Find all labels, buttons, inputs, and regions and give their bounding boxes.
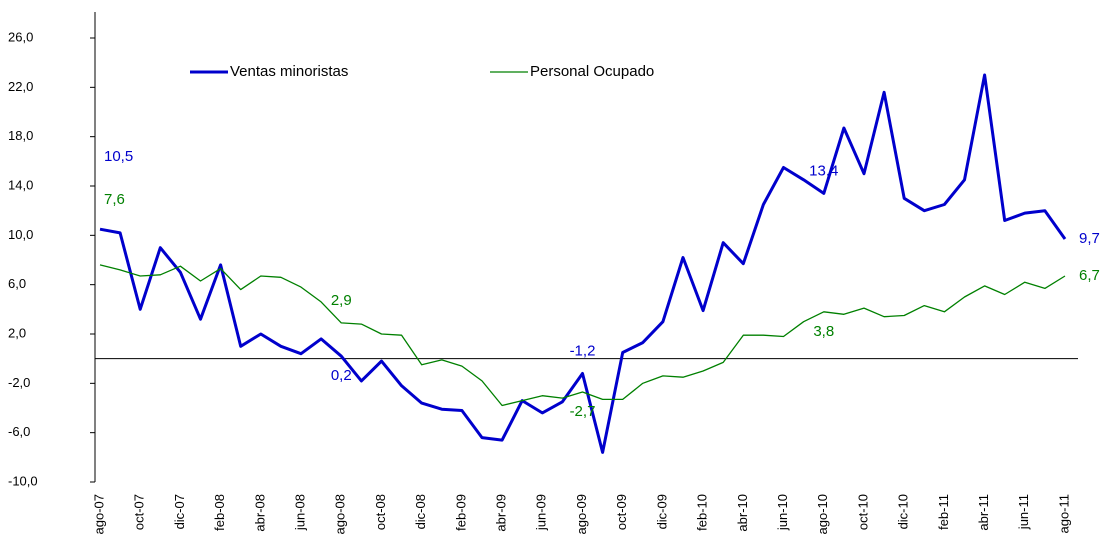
x-tick-label: jun-08 [292, 494, 307, 531]
y-tick-label: 14,0 [8, 177, 33, 192]
x-tick-label: jun-09 [534, 494, 549, 531]
x-tick-label: dic-09 [654, 494, 669, 529]
y-tick-label: 22,0 [8, 79, 33, 94]
y-tick-label: 10,0 [8, 227, 33, 242]
x-tick-label: feb-09 [453, 494, 468, 531]
data-label: 13,4 [809, 162, 838, 179]
y-tick-label: 6,0 [8, 276, 26, 291]
x-tick-label: jun-11 [1016, 494, 1031, 530]
series-line [99, 264, 1066, 407]
x-tick-label: dic-10 [896, 494, 911, 529]
y-tick-label: 26,0 [8, 29, 33, 44]
y-tick-label: -2,0 [8, 375, 30, 390]
x-tick-label: dic-07 [172, 494, 187, 529]
x-tick-label: ago-11 [1056, 494, 1071, 534]
data-label: 9,7 [1079, 230, 1100, 247]
x-tick-label: abr-08 [252, 494, 267, 532]
y-tick-label: 18,0 [8, 128, 33, 143]
x-tick-label: oct-10 [855, 494, 870, 530]
y-tick-label: -10,0 [8, 473, 38, 488]
data-label: -2,7 [570, 403, 596, 420]
data-label: 6,7 [1079, 267, 1100, 284]
series-line [99, 73, 1067, 454]
data-label: 3,8 [813, 323, 834, 340]
x-tick-label: oct-07 [132, 494, 147, 530]
x-tick-label: abr-10 [735, 494, 750, 532]
x-tick-label: ago-09 [574, 494, 589, 534]
data-label: -1,2 [570, 342, 596, 359]
x-tick-label: jun-10 [775, 494, 790, 531]
x-tick-label: ago-10 [815, 494, 830, 534]
x-tick-label: oct-08 [373, 494, 388, 530]
data-label: 2,9 [331, 292, 352, 309]
data-label: 7,6 [104, 191, 125, 208]
x-tick-label: dic-08 [413, 494, 428, 529]
x-tick-label: feb-11 [936, 494, 951, 530]
legend-label: Ventas minoristas [230, 63, 348, 80]
y-tick-label: -6,0 [8, 424, 30, 439]
y-tick-label: 2,0 [8, 325, 26, 340]
x-tick-label: ago-08 [333, 494, 348, 534]
x-tick-label: ago-07 [91, 494, 106, 534]
x-tick-label: feb-10 [695, 494, 710, 531]
x-tick-label: abr-09 [494, 494, 509, 532]
data-label: 10,5 [104, 148, 133, 165]
data-label: 0,2 [331, 367, 352, 384]
x-tick-label: abr-11 [976, 494, 991, 531]
x-tick-label: feb-08 [212, 494, 227, 531]
legend-label: Personal Ocupado [530, 63, 654, 80]
x-tick-label: oct-09 [614, 494, 629, 530]
